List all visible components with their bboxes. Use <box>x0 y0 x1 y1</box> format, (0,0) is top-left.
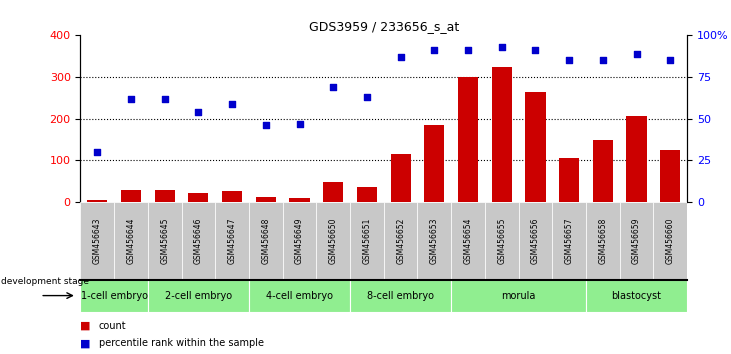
Text: GSM456648: GSM456648 <box>261 217 270 264</box>
Bar <box>256 197 276 202</box>
Text: 2-cell embryo: 2-cell embryo <box>164 291 232 301</box>
Bar <box>654 202 687 280</box>
Text: 8-cell embryo: 8-cell embryo <box>367 291 434 301</box>
Point <box>664 57 676 63</box>
Bar <box>384 202 417 280</box>
Bar <box>350 280 451 312</box>
Text: GSM456652: GSM456652 <box>396 217 405 264</box>
Text: GSM456655: GSM456655 <box>497 217 507 264</box>
Bar <box>526 92 545 202</box>
Bar <box>350 202 384 280</box>
Text: ■: ■ <box>80 338 91 348</box>
Text: blastocyst: blastocyst <box>612 291 662 301</box>
Text: count: count <box>99 321 126 331</box>
Bar <box>586 202 620 280</box>
Bar <box>451 280 586 312</box>
Point <box>91 149 103 155</box>
Text: GSM456650: GSM456650 <box>329 217 338 264</box>
Bar <box>492 67 512 202</box>
Bar <box>451 202 485 280</box>
Bar <box>317 202 350 280</box>
Bar <box>660 150 681 202</box>
Point <box>294 121 306 126</box>
Text: GSM456660: GSM456660 <box>666 217 675 264</box>
Bar <box>390 154 411 202</box>
Text: GSM456647: GSM456647 <box>227 217 237 264</box>
Point <box>631 51 643 57</box>
Bar <box>424 125 444 202</box>
Bar <box>518 202 553 280</box>
Point <box>395 54 406 60</box>
Point <box>529 47 541 53</box>
Bar <box>593 140 613 202</box>
Text: GSM456649: GSM456649 <box>295 217 304 264</box>
Bar <box>283 202 317 280</box>
Text: development stage: development stage <box>1 277 88 286</box>
Point <box>192 109 204 115</box>
Bar <box>458 77 478 202</box>
Bar <box>249 202 283 280</box>
Bar <box>87 200 107 202</box>
Bar <box>626 116 647 202</box>
Text: ■: ■ <box>80 321 91 331</box>
Text: GSM456657: GSM456657 <box>564 217 574 264</box>
Text: 4-cell embryo: 4-cell embryo <box>266 291 333 301</box>
Point <box>226 101 238 107</box>
Bar <box>417 202 451 280</box>
Text: morula: morula <box>501 291 536 301</box>
Title: GDS3959 / 233656_s_at: GDS3959 / 233656_s_at <box>308 20 459 33</box>
Bar <box>148 202 181 280</box>
Text: GSM456659: GSM456659 <box>632 217 641 264</box>
Point <box>327 84 339 90</box>
Text: percentile rank within the sample: percentile rank within the sample <box>99 338 264 348</box>
Bar <box>80 202 114 280</box>
Point <box>361 94 373 100</box>
Bar <box>553 202 586 280</box>
Point <box>260 122 272 128</box>
Bar <box>148 280 249 312</box>
Text: GSM456644: GSM456644 <box>126 217 135 264</box>
Bar <box>357 187 377 202</box>
Bar <box>620 202 654 280</box>
Bar <box>215 202 249 280</box>
Bar <box>189 193 208 202</box>
Bar <box>249 280 350 312</box>
Point <box>597 57 609 63</box>
Bar <box>154 190 175 202</box>
Text: GSM456653: GSM456653 <box>430 217 439 264</box>
Bar <box>114 202 148 280</box>
Text: GSM456654: GSM456654 <box>463 217 472 264</box>
Bar <box>586 280 687 312</box>
Bar <box>121 190 141 202</box>
Text: GSM456651: GSM456651 <box>363 217 371 264</box>
Bar <box>80 280 148 312</box>
Point <box>125 96 137 102</box>
Point <box>159 96 170 102</box>
Text: GSM456646: GSM456646 <box>194 217 203 264</box>
Text: 1-cell embryo: 1-cell embryo <box>80 291 148 301</box>
Bar <box>289 199 310 202</box>
Bar <box>323 182 344 202</box>
Point <box>564 57 575 63</box>
Text: GSM456658: GSM456658 <box>599 217 607 264</box>
Point <box>428 47 440 53</box>
Bar <box>559 158 579 202</box>
Text: GSM456656: GSM456656 <box>531 217 540 264</box>
Bar <box>222 192 242 202</box>
Bar <box>485 202 518 280</box>
Text: GSM456645: GSM456645 <box>160 217 169 264</box>
Text: GSM456643: GSM456643 <box>93 217 102 264</box>
Point <box>462 47 474 53</box>
Point <box>496 44 507 50</box>
Bar <box>181 202 215 280</box>
